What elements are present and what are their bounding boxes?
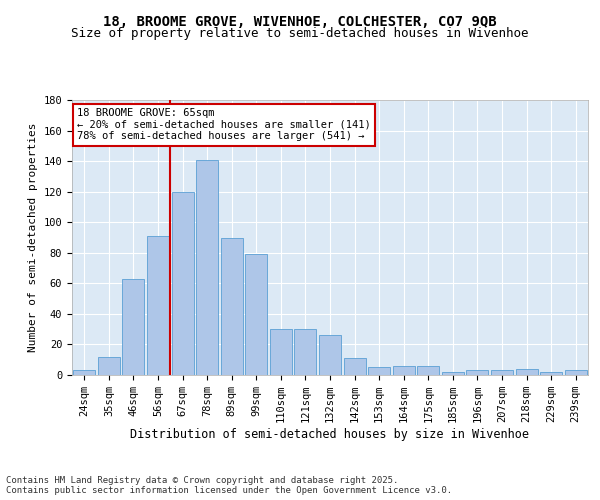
- Text: 18 BROOME GROVE: 65sqm
← 20% of semi-detached houses are smaller (141)
78% of se: 18 BROOME GROVE: 65sqm ← 20% of semi-det…: [77, 108, 371, 142]
- X-axis label: Distribution of semi-detached houses by size in Wivenhoe: Distribution of semi-detached houses by …: [131, 428, 530, 441]
- Bar: [565, 370, 587, 375]
- Text: Size of property relative to semi-detached houses in Wivenhoe: Size of property relative to semi-detach…: [71, 28, 529, 40]
- Bar: [98, 356, 120, 375]
- Bar: [122, 279, 145, 375]
- Bar: [344, 358, 365, 375]
- Bar: [172, 192, 194, 375]
- Bar: [392, 366, 415, 375]
- Bar: [466, 370, 488, 375]
- Y-axis label: Number of semi-detached properties: Number of semi-detached properties: [28, 122, 38, 352]
- Bar: [270, 329, 292, 375]
- Bar: [491, 370, 513, 375]
- Bar: [245, 254, 268, 375]
- Bar: [442, 372, 464, 375]
- Bar: [295, 329, 316, 375]
- Text: 18, BROOME GROVE, WIVENHOE, COLCHESTER, CO7 9QB: 18, BROOME GROVE, WIVENHOE, COLCHESTER, …: [103, 15, 497, 29]
- Bar: [147, 236, 169, 375]
- Bar: [540, 372, 562, 375]
- Text: Contains HM Land Registry data © Crown copyright and database right 2025.
Contai: Contains HM Land Registry data © Crown c…: [6, 476, 452, 495]
- Bar: [368, 368, 390, 375]
- Bar: [221, 238, 243, 375]
- Bar: [417, 366, 439, 375]
- Bar: [319, 336, 341, 375]
- Bar: [196, 160, 218, 375]
- Bar: [515, 369, 538, 375]
- Bar: [73, 370, 95, 375]
